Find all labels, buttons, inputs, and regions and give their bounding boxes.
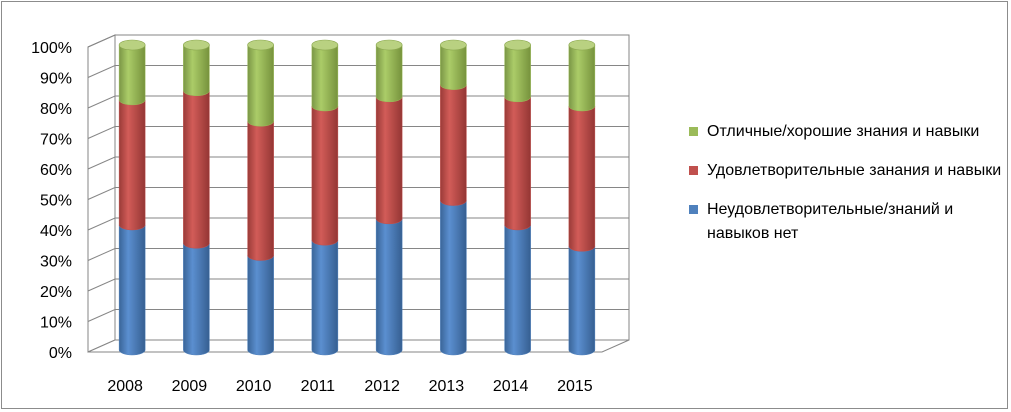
chart-walls (87, 34, 630, 353)
bar-stack (311, 39, 339, 356)
bar-segment (118, 224, 146, 356)
legend-swatch-green (689, 127, 698, 136)
x-tick-label: 2008 (107, 378, 143, 395)
bar-stack (504, 39, 531, 356)
x-tick-label: 2010 (236, 378, 272, 395)
y-tick-label: 50% (40, 193, 72, 210)
bar-segment (118, 44, 146, 106)
bar-segment (504, 224, 531, 356)
legend-label: Неудовлетворительные/знаний и навыков не… (707, 201, 954, 242)
bar-segment (375, 96, 403, 225)
x-tick-label: 2015 (557, 378, 593, 395)
gridline (87, 34, 629, 48)
bar-segment (440, 84, 467, 206)
y-tick-label: 20% (40, 284, 72, 301)
bar-segment (183, 44, 210, 96)
legend-item-good: Отличные/хорошие знания и навыки (689, 120, 1007, 144)
y-tick-label: 10% (40, 315, 72, 332)
y-tick-label: 0% (49, 345, 72, 362)
bar-stack (118, 39, 146, 356)
y-tick-label: 100% (31, 40, 72, 57)
bar-stack (440, 39, 467, 356)
bar-segment (247, 44, 274, 127)
bar-stack (375, 39, 403, 356)
bar-segment (311, 240, 339, 356)
legend-label: Отличные/хорошие знания и навыки (707, 123, 980, 140)
bar-segment (568, 246, 596, 356)
y-tick-label: 30% (40, 254, 72, 271)
bar-stack (568, 39, 596, 356)
x-tick-label: 2013 (429, 378, 465, 395)
bar-segment (247, 121, 274, 261)
bar-segment (247, 255, 274, 356)
bar-segment (375, 44, 403, 103)
bar-segment (440, 200, 467, 356)
bar-segment (311, 44, 339, 112)
bar-segment (504, 96, 531, 231)
bar-segment (375, 218, 403, 356)
bar-segment (183, 243, 210, 356)
bar-segment (568, 105, 596, 252)
bar-cap (183, 39, 210, 51)
bars (118, 39, 596, 356)
y-tick-label: 70% (40, 132, 72, 149)
floor (87, 339, 630, 353)
y-tick-label: 60% (40, 162, 72, 179)
x-tick-label: 2009 (172, 378, 208, 395)
legend: Отличные/хорошие знания и навыки Удовлет… (689, 120, 1007, 261)
x-tick-label: 2011 (301, 378, 336, 395)
legend-swatch-red (689, 166, 698, 175)
bar-cap (118, 39, 146, 51)
bar-stack (247, 39, 274, 356)
bar-cap (375, 39, 403, 51)
bar-segment (311, 105, 339, 246)
y-tick-label: 90% (40, 71, 72, 88)
bar-cap (247, 39, 274, 51)
x-tick-label: 2014 (493, 378, 529, 395)
bar-segment (183, 90, 210, 249)
bar-cap (568, 39, 596, 51)
bar-cap (311, 39, 339, 51)
legend-item-satisfactory: Удовлетворительные занания и навыки (689, 159, 1007, 183)
x-tick-label: 2012 (364, 378, 400, 395)
bar-stack (183, 39, 210, 356)
bar-segment (118, 99, 146, 231)
bar-segment (504, 44, 531, 103)
y-axis-ticks: 0% 10% 20% 30% 40% 50% 60% 70% 80% 90% 100% (31, 40, 72, 362)
legend-swatch-blue (689, 205, 698, 214)
bar-cap (440, 39, 467, 51)
bar-segment (440, 44, 467, 90)
legend-item-unsatisfactory: Неудовлетворительные/знаний и навыков не… (689, 198, 1007, 246)
bar-cap (504, 39, 531, 51)
legend-label: Удовлетворительные занания и навыки (707, 162, 1002, 179)
y-tick-label: 40% (40, 223, 72, 240)
y-tick-label: 80% (40, 101, 72, 118)
bar-segment (568, 44, 596, 112)
x-axis-ticks: 2008 2009 2010 2011 2012 2013 2014 2015 (107, 378, 592, 395)
